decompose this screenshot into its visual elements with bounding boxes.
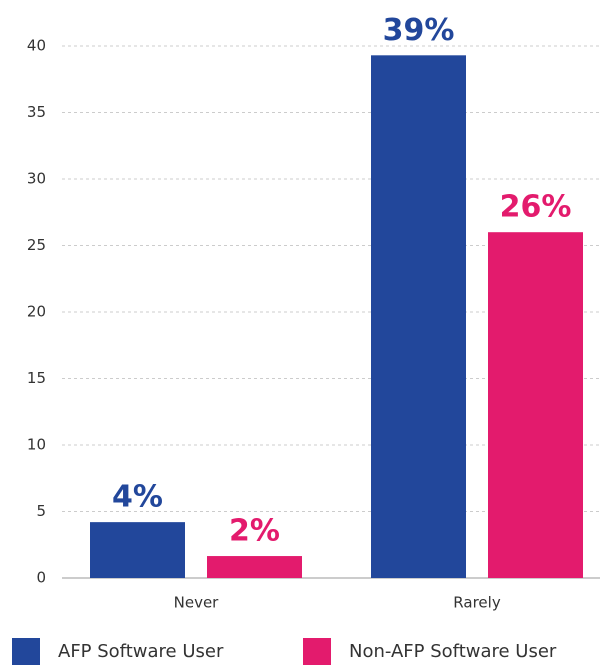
y-tick-label: 5: [36, 502, 46, 520]
value-label: 2%: [229, 514, 280, 549]
y-tick-label: 25: [27, 236, 46, 254]
bar: [371, 55, 466, 579]
legend-label: AFP Software User: [58, 641, 224, 662]
y-tick-label: 15: [27, 369, 46, 387]
y-tick-label: 30: [27, 170, 46, 188]
legend-swatch: [303, 638, 331, 665]
value-label: 4%: [112, 480, 163, 515]
value-label: 39%: [383, 13, 455, 48]
y-tick-label: 35: [27, 103, 46, 121]
bar: [488, 232, 583, 578]
value-label: 26%: [500, 190, 572, 225]
x-tick-label: Never: [174, 594, 220, 612]
legend-label: Non-AFP Software User: [349, 641, 557, 662]
y-tick-label: 0: [36, 569, 46, 587]
bar: [207, 556, 302, 578]
legend-swatch: [12, 638, 40, 665]
x-tick-label: Rarely: [453, 594, 501, 612]
y-tick-label: 40: [27, 37, 46, 55]
y-tick-label: 20: [27, 303, 46, 321]
y-tick-label: 10: [27, 436, 46, 454]
bar: [90, 522, 185, 578]
